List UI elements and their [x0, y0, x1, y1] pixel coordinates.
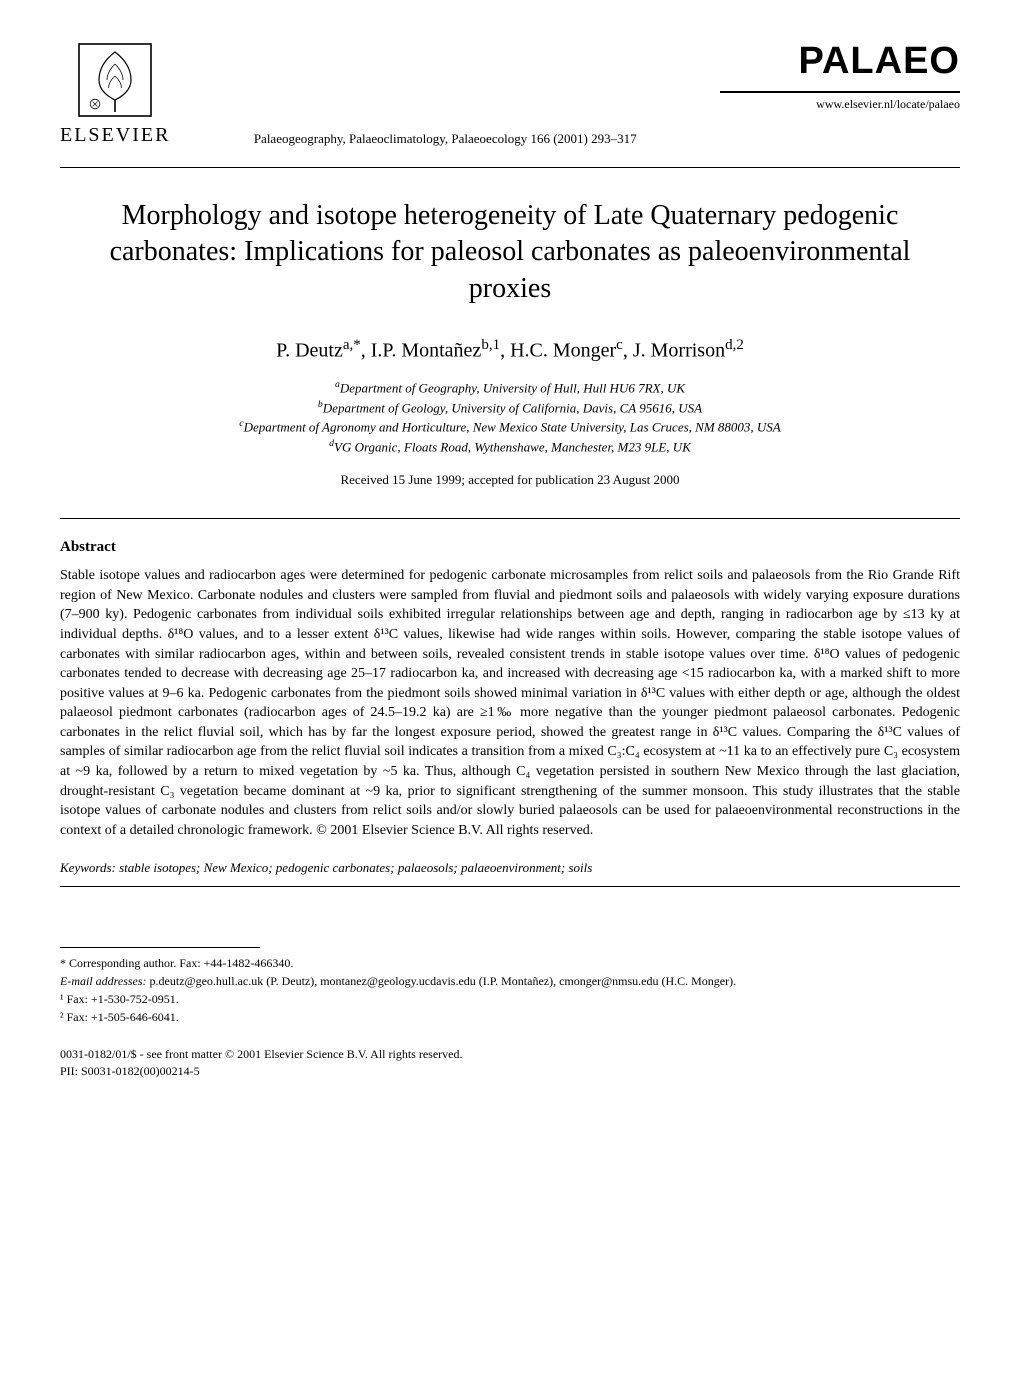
journal-logo-block: PALAEO www.elsevier.nl/locate/palaeo	[720, 40, 960, 112]
footnote-rule	[60, 947, 260, 948]
abstract-bottom-rule	[60, 886, 960, 887]
abstract-top-rule	[60, 518, 960, 519]
keywords-line: Keywords: stable isotopes; New Mexico; p…	[60, 860, 960, 876]
footer-pii: PII: S0031-0182(00)00214-5	[60, 1063, 960, 1080]
palaeo-logo: PALAEO	[798, 40, 960, 83]
footnote-emails: E-mail addresses: p.deutz@geo.hull.ac.uk…	[60, 972, 960, 990]
affiliations-block: aDepartment of Geography, University of …	[60, 378, 960, 457]
publisher-name: ELSEVIER	[60, 124, 170, 147]
keywords-label: Keywords:	[60, 860, 116, 875]
affiliation-d: dVG Organic, Floats Road, Wythenshawe, M…	[60, 437, 960, 457]
emails-label: E-mail addresses:	[60, 974, 147, 988]
abstract-heading: Abstract	[60, 539, 960, 556]
header-row: ELSEVIER Palaeogeography, Palaeoclimatol…	[60, 40, 960, 147]
footnote-corresponding: * Corresponding author. Fax: +44-1482-46…	[60, 954, 960, 972]
footnote-2: ² Fax: +1-505-646-6041.	[60, 1008, 960, 1026]
emails-text: p.deutz@geo.hull.ac.uk (P. Deutz), monta…	[147, 974, 737, 988]
footer-block: 0031-0182/01/$ - see front matter © 2001…	[60, 1046, 960, 1080]
journal-reference-block: Palaeogeography, Palaeoclimatology, Pala…	[170, 131, 720, 147]
article-title: Morphology and isotope heterogeneity of …	[100, 198, 920, 307]
elsevier-tree-icon	[75, 40, 155, 120]
received-date: Received 15 June 1999; accepted for publ…	[60, 472, 960, 488]
affiliation-b: bDepartment of Geology, University of Ca…	[60, 398, 960, 418]
footnotes-block: * Corresponding author. Fax: +44-1482-46…	[60, 954, 960, 1026]
footnote-1: ¹ Fax: +1-530-752-0951.	[60, 990, 960, 1008]
abstract-body: Stable isotope values and radiocarbon ag…	[60, 566, 960, 840]
top-rule	[60, 167, 960, 168]
authors-line: P. Deutza,*, I.P. Montañezb,1, H.C. Mong…	[60, 337, 960, 363]
publisher-logo-block: ELSEVIER	[60, 40, 170, 147]
logo-rule	[720, 91, 960, 93]
journal-reference: Palaeogeography, Palaeoclimatology, Pala…	[190, 131, 700, 147]
footer-copyright: 0031-0182/01/$ - see front matter © 2001…	[60, 1046, 960, 1063]
journal-website: www.elsevier.nl/locate/palaeo	[816, 97, 960, 112]
keywords-text: stable isotopes; New Mexico; pedogenic c…	[116, 860, 592, 875]
affiliation-a: aDepartment of Geography, University of …	[60, 378, 960, 398]
affiliation-c: cDepartment of Agronomy and Horticulture…	[60, 417, 960, 437]
